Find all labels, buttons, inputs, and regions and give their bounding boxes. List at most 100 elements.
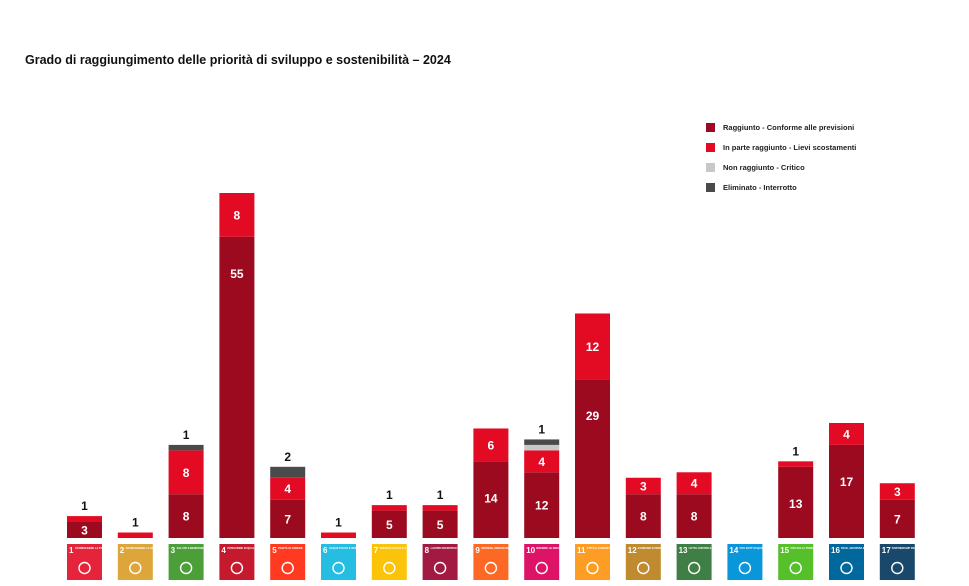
sdg-icon-caption: IMPRESE, INNOVAZIO bbox=[481, 546, 508, 550]
sdg-icon-caption: PARTNERSHIP PER GL bbox=[892, 546, 921, 550]
data-label: 8 bbox=[234, 208, 241, 222]
legend-swatch-partially-achieved bbox=[706, 142, 715, 152]
bar-segment-partial bbox=[321, 532, 356, 538]
legend-item-partially-achieved: In parte raggiunto - Lievi scostamenti bbox=[706, 137, 856, 157]
bar-segment-achieved bbox=[422, 510, 458, 538]
sdg-icon-number: 15 bbox=[780, 546, 789, 555]
sdg-icon-caption: CITTÀ E COMUNITÀ S bbox=[587, 545, 615, 550]
bar-segment-partial bbox=[473, 428, 509, 462]
bar-segment-partial bbox=[422, 505, 458, 511]
sdg-goal-icon bbox=[637, 561, 650, 575]
bar-segment-partial bbox=[117, 532, 153, 538]
bar-segment-achieved bbox=[270, 499, 306, 538]
top-data-label: 1 bbox=[792, 444, 799, 458]
sdg-goal-icon bbox=[484, 561, 498, 575]
bar-segment-partial bbox=[67, 516, 102, 522]
sdg-icon-number: 9 bbox=[475, 546, 480, 555]
sdg-icon-caption: ENERGIA PULITA E A bbox=[380, 546, 407, 550]
sdg-goal-icon bbox=[535, 561, 548, 575]
data-label: 5 bbox=[437, 518, 444, 532]
data-label: 3 bbox=[894, 485, 901, 499]
data-label: 4 bbox=[843, 427, 850, 441]
sdg-icon-number: 10 bbox=[526, 546, 535, 555]
bar-segment-partial bbox=[524, 450, 560, 473]
data-label: 17 bbox=[840, 475, 854, 489]
sdg-icon-number: 5 bbox=[272, 546, 277, 555]
sdg-goal-icon bbox=[891, 561, 904, 575]
bar-segment-achieved bbox=[879, 499, 915, 538]
legend-item-eliminated: Eliminato - Interrotto bbox=[706, 177, 856, 197]
legend-swatch-eliminated bbox=[706, 182, 715, 192]
sdg-icon-caption: ISTRUZIONE DI QUAL bbox=[227, 546, 255, 550]
sdg-goal-icon bbox=[433, 561, 447, 575]
bar-segment-achieved bbox=[778, 466, 814, 538]
sdg-icon-caption: RIDURRE LE DISUGUA bbox=[536, 546, 565, 550]
data-label: 7 bbox=[284, 512, 291, 526]
bar-segment-achieved bbox=[829, 444, 864, 538]
bar-segment-partial bbox=[676, 472, 712, 495]
data-label: 55 bbox=[230, 267, 244, 281]
top-data-label: 2 bbox=[284, 450, 291, 464]
bar-segment-partial bbox=[625, 477, 661, 495]
sdg-icon-number: 4 bbox=[221, 546, 226, 555]
sdg-icon-caption: SCONFIGGERE LA FAM bbox=[126, 546, 155, 550]
data-label: 8 bbox=[183, 466, 190, 480]
sdg-icon-caption: PARITÀ DI GENERE bbox=[278, 545, 303, 550]
sdg-icon-caption: LAVORO DIGNITOSO E bbox=[431, 546, 460, 550]
sdg-goal-icon bbox=[179, 561, 193, 575]
sdg-goal-icon bbox=[332, 561, 345, 575]
sdg-goal-icon bbox=[230, 561, 244, 575]
bar-segment-partial bbox=[219, 193, 255, 237]
sdg-goal-icon bbox=[129, 561, 142, 575]
sdg-icon-number: 8 bbox=[425, 546, 430, 555]
bar-segment-achieved bbox=[219, 236, 255, 539]
sdg-icon-number: 7 bbox=[374, 546, 379, 555]
top-data-label: 1 bbox=[538, 422, 545, 436]
sdg-icon-number: 16 bbox=[831, 546, 840, 555]
sdg-goal-icon bbox=[586, 561, 599, 575]
sdg-icon-caption: SALUTE E BENESSERE bbox=[177, 546, 207, 550]
sdg-icon-number: 1 bbox=[69, 546, 74, 555]
bar-segment-achieved bbox=[67, 521, 102, 538]
sdg-icon-number: 13 bbox=[679, 546, 688, 555]
top-data-label: 1 bbox=[335, 516, 342, 530]
sdg-icon-caption: VITA SULLA TERRA bbox=[790, 546, 815, 550]
sdg-icon-caption: SCONFIGGERE LA POV bbox=[75, 546, 105, 550]
bar-segment-not-achieved bbox=[524, 444, 560, 451]
sdg-icon-caption: CONSUMO E PRODUZIO bbox=[638, 546, 668, 550]
sdg-goal-icon bbox=[281, 561, 294, 575]
bar-segment-achieved bbox=[473, 461, 509, 538]
top-data-label: 1 bbox=[437, 488, 444, 502]
bar-segment-partial bbox=[168, 450, 204, 495]
sdg-icon-caption: VITA SOTT'ACQUA bbox=[739, 546, 763, 550]
sdg-goal-icon bbox=[78, 561, 91, 575]
top-data-label: 1 bbox=[81, 499, 88, 513]
bar-segment-partial bbox=[270, 477, 306, 500]
legend-label-partially-achieved: In parte raggiunto - Lievi scostamenti bbox=[723, 142, 857, 152]
data-label: 4 bbox=[538, 455, 545, 469]
top-data-label: 1 bbox=[132, 516, 139, 530]
legend-label-not-achieved: Non raggiunto - Critico bbox=[723, 162, 805, 172]
legend-label-eliminated: Eliminato - Interrotto bbox=[723, 182, 797, 192]
data-label: 12 bbox=[535, 499, 549, 513]
sdg-goal-icon bbox=[789, 561, 802, 575]
sdg-icon-caption: LOTTA CONTRO IL CA bbox=[689, 546, 717, 550]
top-data-label: 1 bbox=[183, 428, 190, 442]
bar-segment-achieved bbox=[168, 494, 204, 538]
sdg-icon-number: 2 bbox=[120, 546, 125, 555]
bar-segment-eliminated bbox=[524, 439, 560, 445]
data-label: 12 bbox=[586, 340, 600, 354]
legend-swatch-achieved bbox=[706, 122, 715, 132]
bar-segment-achieved bbox=[625, 494, 661, 538]
data-label: 3 bbox=[640, 479, 647, 493]
bar-segment-partial bbox=[778, 461, 814, 467]
data-label: 3 bbox=[81, 523, 88, 537]
sdg-goal-icon bbox=[383, 561, 396, 575]
sdg-goal-icon bbox=[687, 561, 701, 575]
data-label: 8 bbox=[183, 510, 190, 524]
data-label: 4 bbox=[284, 482, 291, 496]
data-label: 5 bbox=[386, 518, 393, 532]
sdg-icon-caption: PACE, GIUSTIZIA E bbox=[841, 546, 865, 550]
data-label: 8 bbox=[691, 510, 698, 524]
